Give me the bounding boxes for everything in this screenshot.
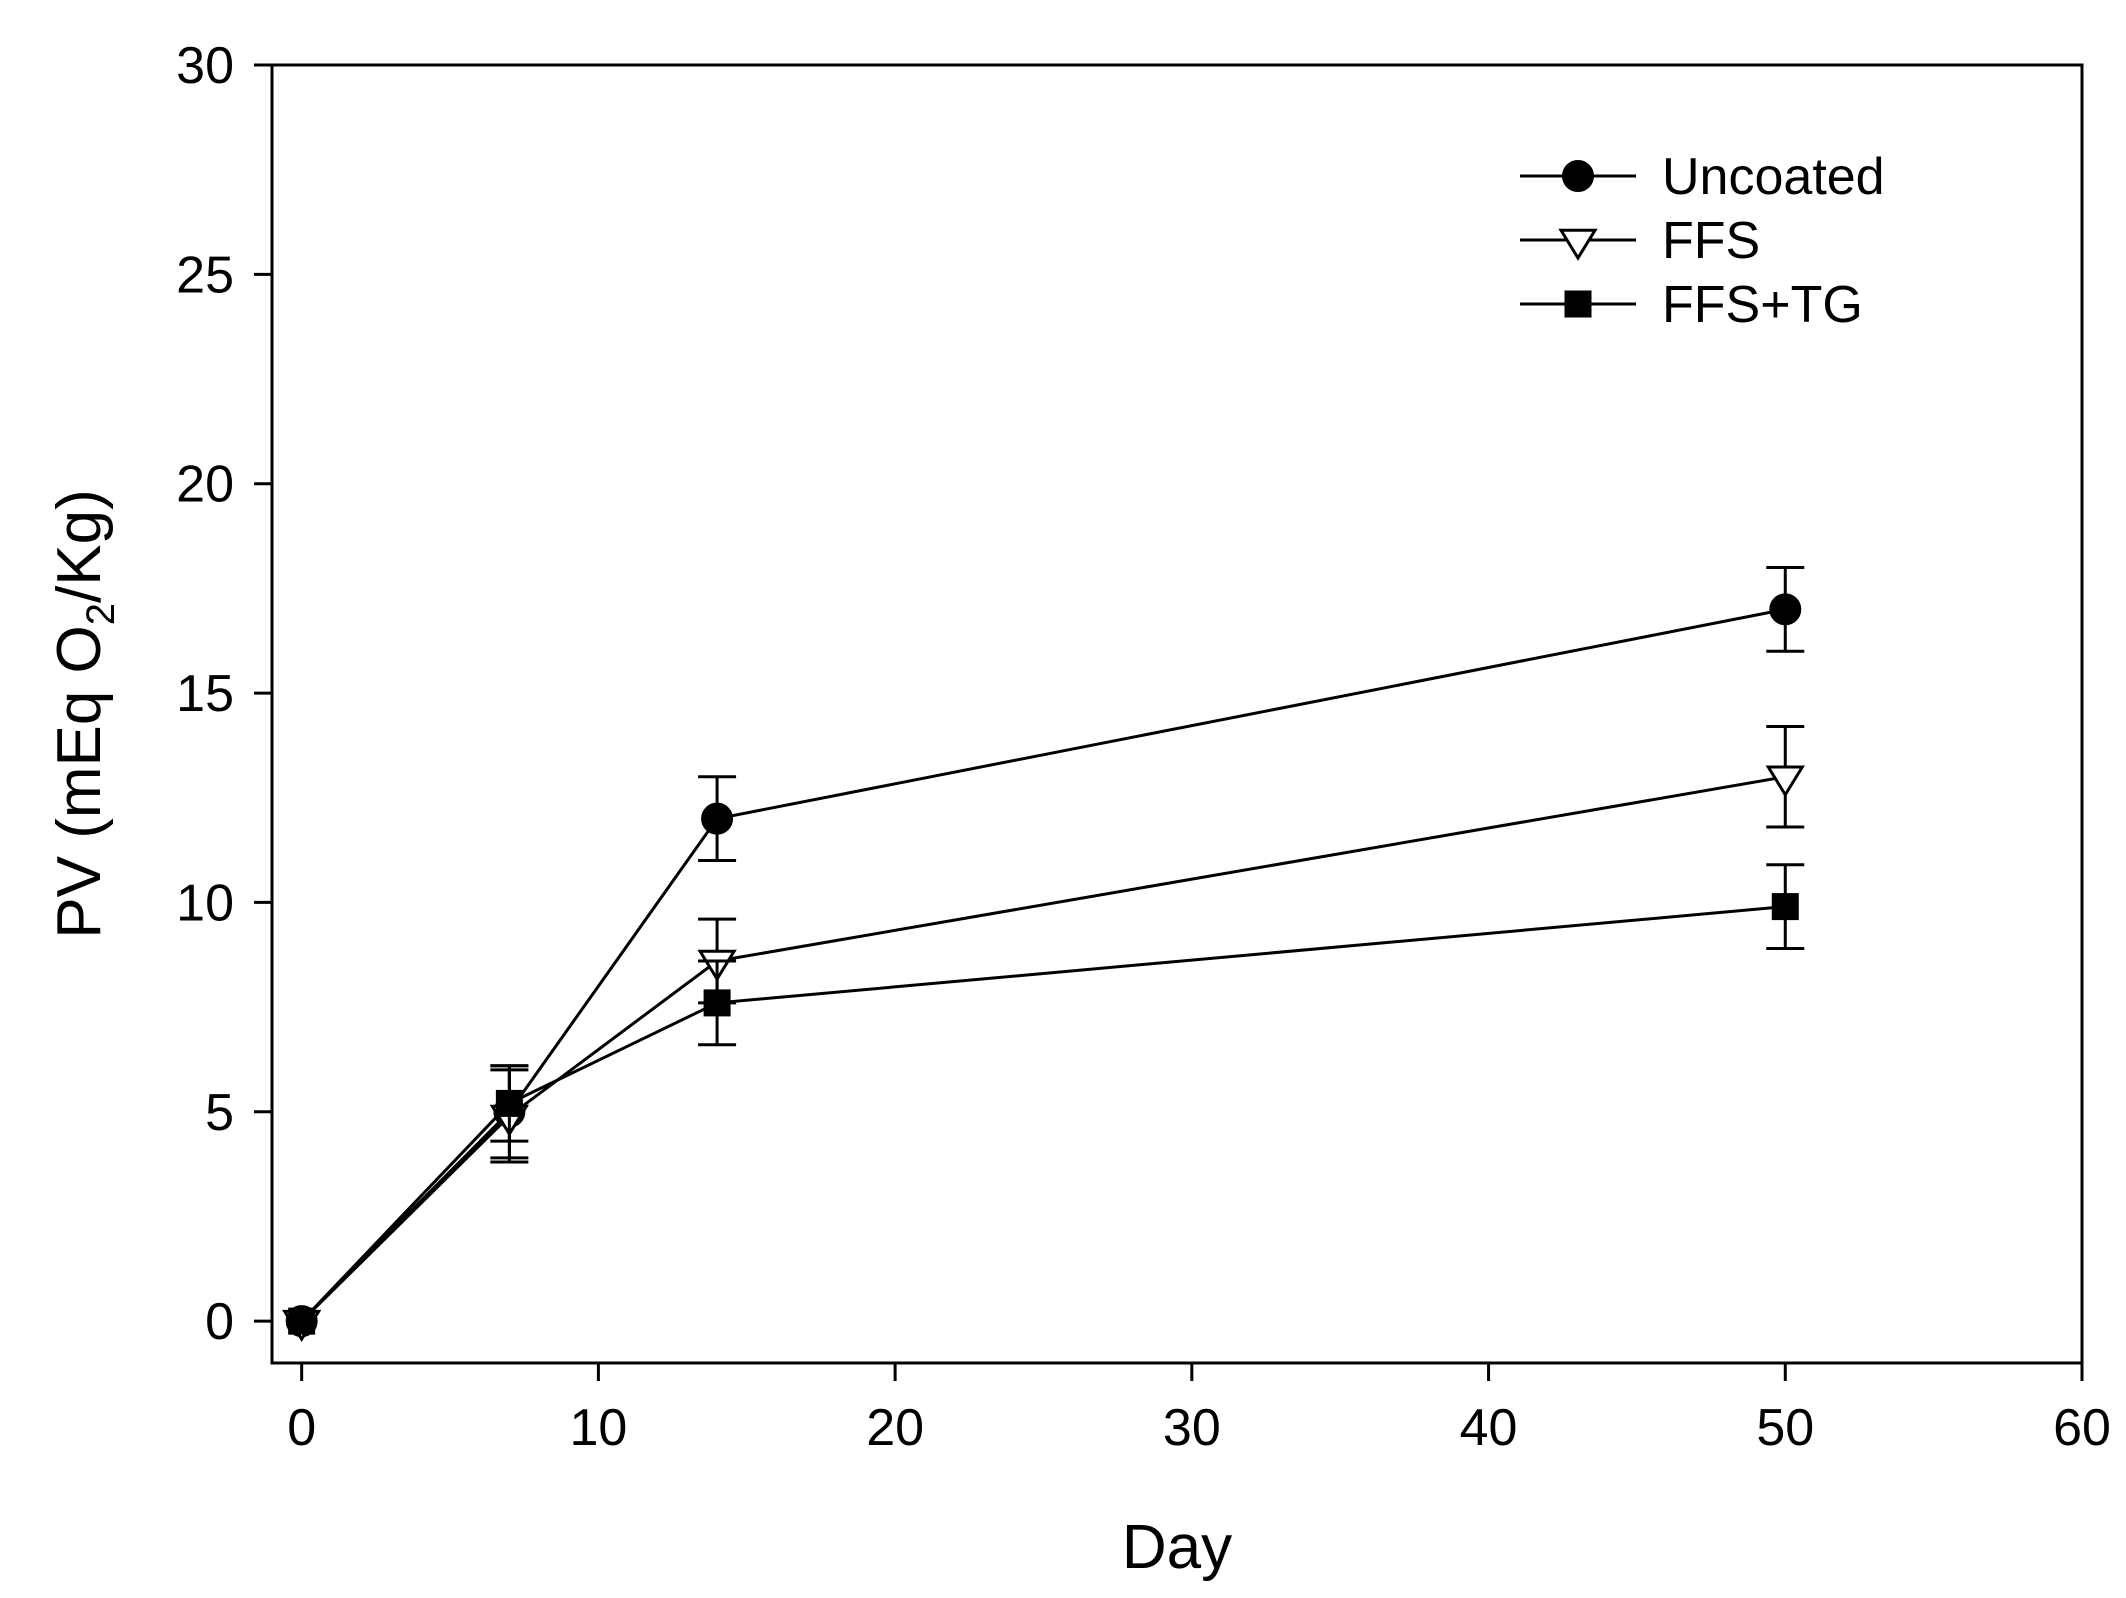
y-tick-label: 25 (176, 246, 234, 304)
series-uncoated (285, 565, 1805, 1338)
plot-frame (270, 63, 2084, 1365)
x-tick-label: 40 (1460, 1399, 1518, 1457)
data-point (288, 1307, 316, 1335)
data-point (1769, 593, 1802, 626)
legend-item: FFS+TG (1520, 276, 1863, 334)
legend-label: Uncoated (1662, 148, 1885, 206)
y-axis-title-main: PV (mEq O (45, 625, 114, 939)
x-tick-label: 0 (287, 1399, 316, 1457)
data-point (701, 802, 734, 835)
y-tick-label: 5 (205, 1084, 234, 1142)
y-tick-label: 30 (176, 37, 234, 95)
legend-label: FFS (1662, 212, 1760, 270)
x-tick-label: 50 (1756, 1399, 1814, 1457)
y-axis-title-tail: /Kg) (45, 489, 114, 603)
x-tick-label: 20 (866, 1399, 924, 1457)
y-tick-label: 0 (205, 1293, 234, 1351)
data-point (703, 989, 731, 1017)
data-point (1765, 765, 1805, 798)
legend-item: Uncoated (1520, 148, 1885, 206)
series-line (300, 775, 1786, 1323)
legend-marker (1558, 228, 1598, 261)
x-tick-label: 10 (569, 1399, 627, 1457)
series-ffs (281, 725, 1805, 1343)
x-tick-label: 60 (2053, 1399, 2111, 1457)
x-axis-title: Day (1122, 1513, 1232, 1582)
data-point (1771, 893, 1799, 921)
series-line (300, 905, 1786, 1323)
series-ffs-tg (288, 863, 1805, 1335)
data-point (495, 1089, 523, 1117)
y-tick-label: 15 (176, 665, 234, 723)
y-tick-label: 10 (176, 874, 234, 932)
x-tick-label: 30 (1163, 1399, 1221, 1457)
legend-item: FFS (1520, 212, 1760, 270)
legend-marker (1564, 290, 1592, 318)
x-axis: 0 10 20 30 40 50 60 (287, 1363, 2111, 1457)
y-axis: 0 5 10 15 20 25 30 (176, 37, 272, 1351)
legend-label: FFS+TG (1662, 276, 1863, 334)
series-layer (281, 565, 1805, 1343)
y-axis-title: PV (mEq O2/Kg) (45, 489, 123, 938)
legend-marker (1562, 160, 1594, 192)
series-line (300, 607, 1786, 1323)
legend: Uncoated FFS FFS+TG (1520, 148, 1885, 334)
y-axis-title-subscript: 2 (79, 603, 123, 625)
y-tick-label: 20 (176, 456, 234, 514)
